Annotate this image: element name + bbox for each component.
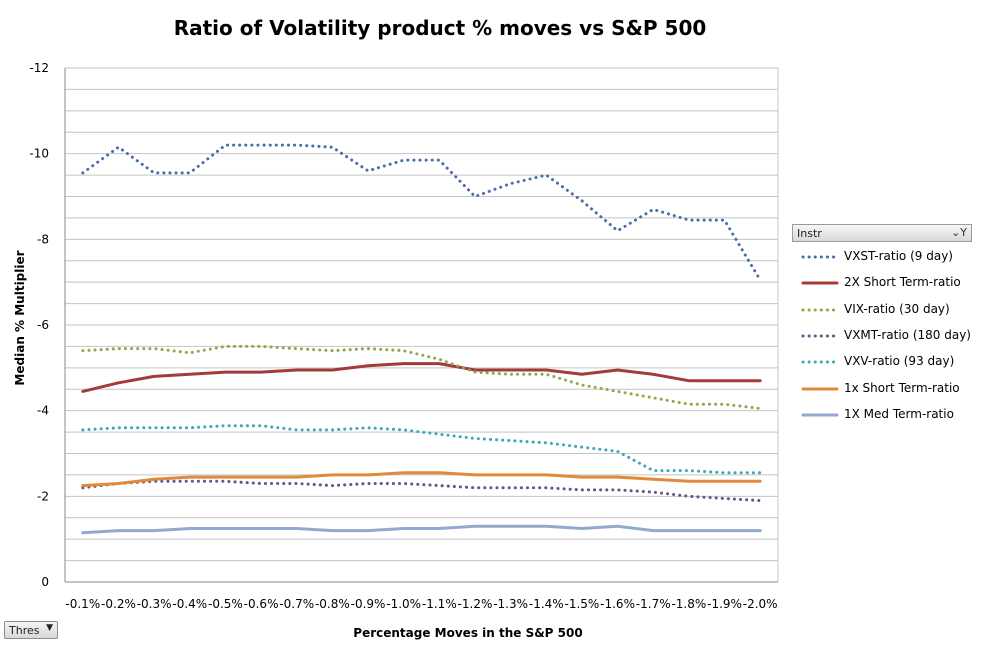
legend-label: VIX-ratio (30 day) [844,301,950,316]
legend-item: VXMT-ratio (180 day) [800,328,980,344]
filter-icon[interactable]: ⌄Y [951,226,967,239]
x-tick-label: -1.4% [529,597,564,611]
legend-item: 1X Med Term-ratio [800,407,980,423]
legend-item: VXV-ratio (93 day) [800,354,980,370]
legend-label: VXST-ratio (9 day) [844,249,953,263]
x-tick-label: -0.8% [315,597,350,611]
y-tick-label: 0 [41,575,49,589]
legend-item: 1x Short Term-ratio [800,381,980,397]
x-tick-label: -1.0% [386,597,421,611]
series-line [81,471,762,488]
x-tick-label: -2.0% [743,597,778,611]
series-line [81,424,762,475]
legend-swatch [801,334,839,338]
legend-label: VXMT-ratio (180 day) [844,327,971,342]
series-line [81,362,762,393]
legend-swatch [801,281,839,285]
y-tick-label: -12 [29,61,49,75]
legend-label: 2X Short Term-ratio [844,275,961,290]
x-tick-label: -1.9% [707,597,742,611]
x-tick-label: -1.6% [600,597,635,611]
x-axis-title: Percentage Moves in the S&P 500 [353,626,582,640]
x-tick-label: -1.8% [671,597,706,611]
legend-filter-header[interactable]: Instr ⌄Y [792,224,972,242]
chart-title: Ratio of Volatility product % moves vs S… [174,16,707,40]
legend-item: VXST-ratio (9 day) [800,249,980,265]
series-line [81,524,762,535]
legend-label: 1x Short Term-ratio [844,380,960,395]
legend-swatch [801,413,839,417]
y-tick-label: -4 [37,404,49,418]
y-tick-label: -8 [37,232,49,246]
chevron-down-icon: ▼ [46,623,53,633]
x-tick-label: -1.7% [636,597,671,611]
legend-swatch [801,255,839,259]
legend-swatch [801,308,839,312]
x-tick-label: -0.9% [351,597,386,611]
series-line [81,344,762,410]
plot-area: -12 -10 -8 -6 -4 -2 0 -0.1% -0.2% -0.3% -0.4% -0.5%… [29,61,779,611]
x-tick-label: -0.5% [208,597,243,611]
y-tick-label: -6 [37,318,49,332]
x-tick-label: -0.6% [244,597,279,611]
x-tick-label: -1.3% [493,597,528,611]
legend-label: VXV-ratio (93 day) [844,354,955,369]
x-tick-label: -1.1% [422,597,457,611]
x-tick-label: -0.2% [101,597,136,611]
x-tick-label: -0.7% [279,597,314,611]
y-axis-title: Median % Multiplier [13,250,27,385]
legend-label: 1X Med Term-ratio [844,406,954,421]
series-line [81,479,762,503]
legend-swatch [801,387,839,390]
x-tick-label: -0.1% [65,597,100,611]
y-tick-label: -10 [29,147,49,161]
legend-item: 2X Short Term-ratio [800,275,980,291]
y-tick-label: -2 [37,489,49,503]
legend-header-label: Instr [797,227,822,240]
legend-item: VIX-ratio (30 day) [800,302,980,318]
legend-swatch [801,360,839,364]
thres-filter-button[interactable]: Thres ▼ [4,621,58,639]
x-tick-label: -1.5% [565,597,600,611]
x-tick-label: -0.4% [172,597,207,611]
series-line [81,143,762,282]
x-tick-label: -1.2% [458,597,493,611]
x-tick-label: -0.3% [137,597,172,611]
thres-label: Thres [9,624,40,637]
